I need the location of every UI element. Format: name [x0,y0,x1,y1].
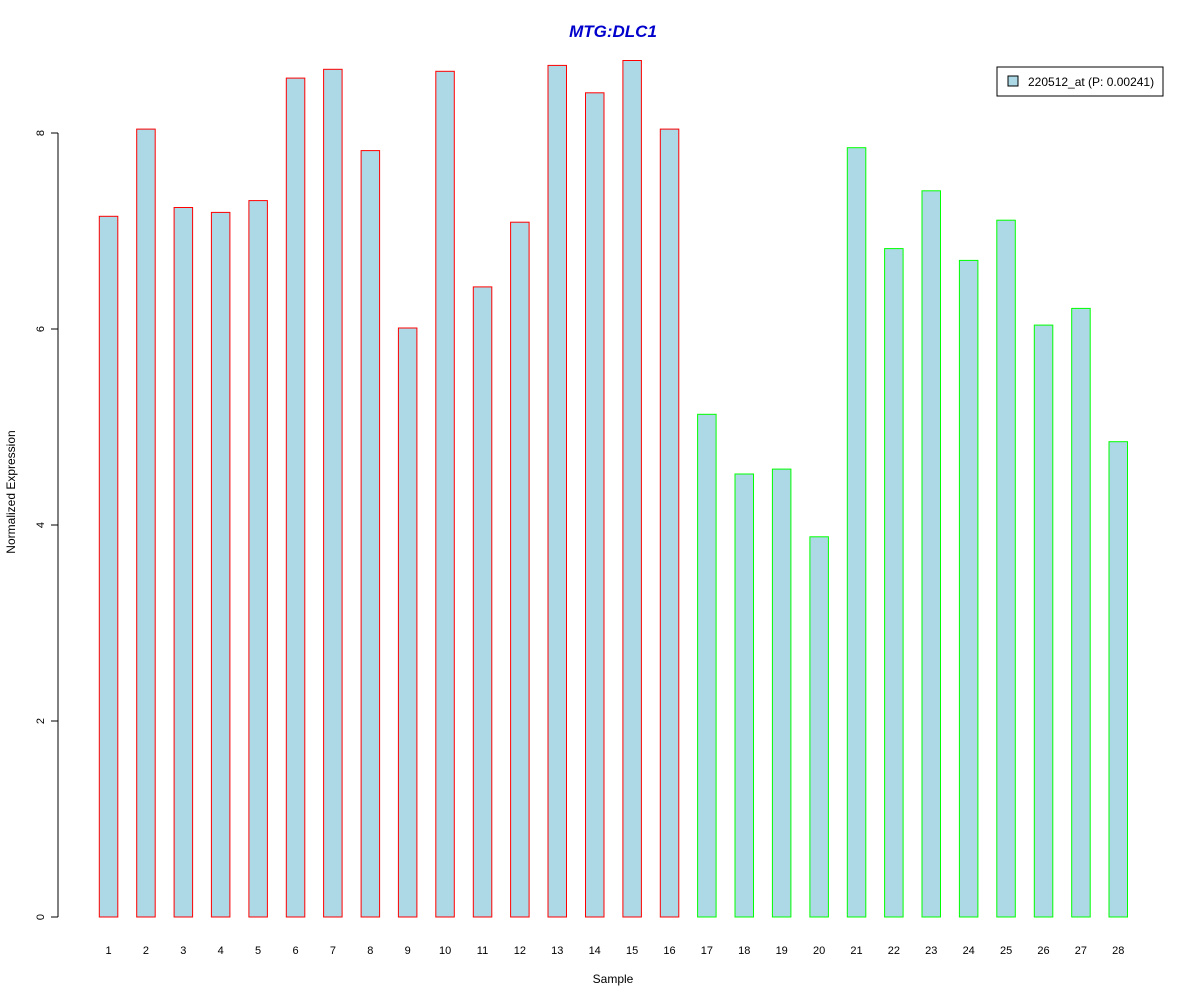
x-tick-label: 7 [330,945,336,957]
chart-title: MTG:DLC1 [569,22,657,41]
bar-sample-18 [734,473,754,918]
legend: 220512_at (P: 0.00241) [996,66,1164,97]
bar-sample-26 [1033,324,1054,918]
x-tick-label: 20 [813,945,825,957]
bar-sample-24 [958,259,979,918]
bar-sample-16 [659,128,680,918]
x-tick-label: 9 [405,945,411,957]
y-tick-label: 4 [35,522,47,528]
bar-sample-8 [360,150,381,918]
bar-sample-20 [809,536,829,918]
x-tick-label: 16 [663,945,675,957]
bar-sample-2 [136,128,156,918]
x-tick-label: 2 [143,945,149,957]
x-tick-label: 26 [1037,945,1049,957]
bar-sample-4 [210,211,231,918]
x-tick-label: 24 [963,945,975,957]
bar-sample-28 [1108,441,1128,918]
bar-sample-19 [771,468,792,918]
bars [98,60,1128,918]
x-tick-label: 14 [589,945,601,957]
y-tick-label: 6 [35,326,47,332]
bar-sample-9 [397,327,418,918]
y-tick-label: 8 [35,130,47,136]
bar-sample-7 [323,68,343,918]
x-tick-label: 5 [255,945,261,957]
bar-sample-11 [472,286,493,918]
y-axis-title: Normalized Expression [4,430,18,553]
x-tick-label: 13 [551,945,563,957]
x-tick-label: 28 [1112,945,1124,957]
x-tick-label: 21 [850,945,862,957]
legend-label: 220512_at (P: 0.00241) [1028,75,1154,89]
bar-sample-22 [884,248,904,918]
x-tick-label: 18 [738,945,750,957]
x-tick-label: 8 [367,945,373,957]
x-tick-label: 15 [626,945,638,957]
y-tick-label: 0 [35,914,47,920]
x-axis-title: Sample [593,972,634,986]
x-tick-label: 1 [105,945,111,957]
bar-sample-6 [285,77,306,918]
x-tick-label: 4 [218,945,224,957]
y-tick-label: 2 [35,718,47,724]
bar-sample-15 [622,60,642,918]
bar-sample-17 [697,413,717,918]
legend-box [996,66,1164,97]
x-tick-label: 27 [1075,945,1087,957]
x-tick-label: 12 [514,945,526,957]
bar-sample-3 [173,207,194,918]
bar-sample-21 [846,147,867,918]
x-tick-label: 17 [701,945,713,957]
x-tick-label: 11 [477,945,488,957]
x-tick-label: 23 [925,945,937,957]
bar-sample-14 [585,92,605,918]
x-tick-label: 3 [180,945,186,957]
bar-sample-12 [510,221,530,918]
x-tick-label: 10 [439,945,451,957]
x-tick-label: 25 [1000,945,1012,957]
legend-swatch [1007,75,1019,87]
x-tick-labels: 1 2 3 4 5 6 7 8 9 10 11 12 13 14 15 16 17 18 19 20 21 22 23 24 2… [105,945,1124,957]
y-axis: 0 2 4 6 8 [35,130,59,920]
bar-sample-25 [996,219,1016,918]
x-tick-label: 22 [888,945,900,957]
bar-sample-5 [248,200,268,918]
x-tick-label: 19 [776,945,788,957]
bar-sample-10 [435,70,455,918]
x-tick-label: 6 [292,945,298,957]
bar-sample-27 [1071,307,1091,918]
bar-sample-1 [98,215,119,918]
bar-sample-23 [921,190,941,918]
bar-sample-13 [547,64,567,918]
